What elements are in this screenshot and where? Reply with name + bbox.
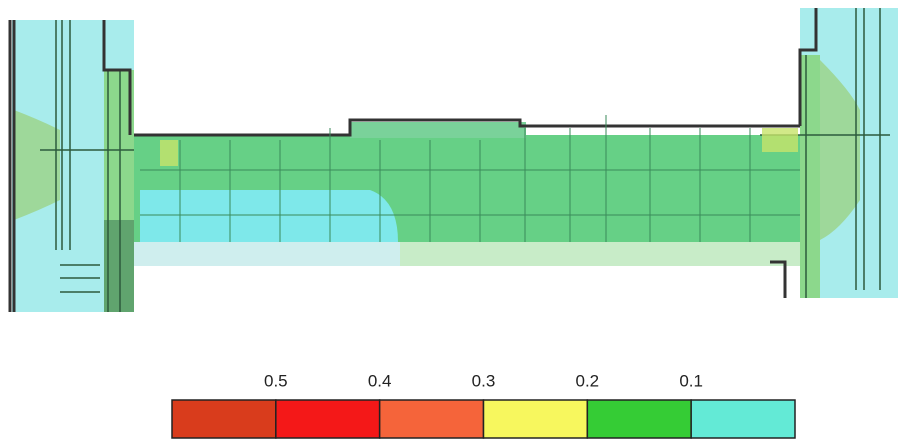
legend-swatch bbox=[484, 400, 588, 438]
legend-label: 0.5 bbox=[264, 371, 288, 390]
color-legend: 0.5 0.4 0.3 0.2 0.1 bbox=[172, 371, 795, 438]
structure bbox=[10, 8, 898, 312]
legend-swatch bbox=[276, 400, 380, 438]
top-cap bbox=[350, 122, 526, 138]
legend-swatch bbox=[691, 400, 795, 438]
right-joint bbox=[762, 128, 798, 152]
low-region bbox=[140, 190, 398, 242]
legend-swatch bbox=[380, 400, 484, 438]
rubble-cyan bbox=[134, 242, 400, 266]
contour-figure: 0.5 0.4 0.3 0.2 0.1 bbox=[0, 0, 904, 441]
legend-swatch bbox=[172, 400, 276, 438]
legend-label: 0.3 bbox=[472, 371, 496, 390]
legend-label: 0.1 bbox=[679, 371, 703, 390]
right-shaft bbox=[800, 55, 820, 298]
left-joint bbox=[160, 140, 178, 166]
legend-label: 0.2 bbox=[576, 371, 600, 390]
legend-label: 0.4 bbox=[368, 371, 392, 390]
legend-swatch bbox=[587, 400, 691, 438]
gallery bbox=[160, 266, 772, 276]
